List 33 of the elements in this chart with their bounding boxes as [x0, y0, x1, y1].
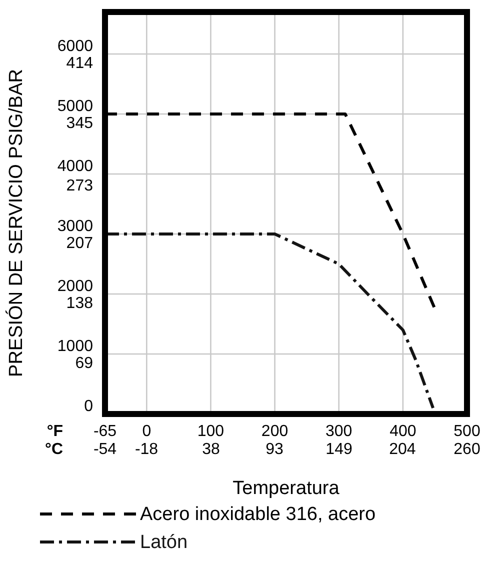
- text: Acero inoxidable 316, acero: [140, 504, 376, 525]
- x2-tick-label: 38: [202, 441, 220, 458]
- y2-tick-label: 345: [66, 114, 94, 132]
- x2-tick-label: 93: [266, 441, 284, 458]
- x-tick-label: 500: [454, 423, 480, 440]
- x-tick-label: 300: [326, 423, 352, 440]
- y-tick-label: 4000: [57, 158, 94, 175]
- x-tick-label: 100: [197, 423, 224, 440]
- y-tick-label: 2000: [57, 278, 94, 295]
- text: Latón: [140, 532, 188, 553]
- y2-tick-label: 273: [66, 177, 94, 194]
- y-tick-label: 0: [84, 398, 94, 415]
- y2-tick-label: 414: [66, 54, 94, 72]
- x2-tick-label: -18: [134, 441, 158, 458]
- text: °F: [46, 423, 64, 440]
- x-tick-label: 200: [261, 423, 288, 440]
- x2-tick-label: 204: [389, 441, 416, 458]
- x2-tick-label: -54: [93, 441, 117, 458]
- y2-tick-label: 69: [75, 354, 94, 372]
- x-axis-title: Temperatura: [232, 478, 340, 499]
- y-tick-label: 6000: [57, 38, 94, 55]
- x-tick-label: 400: [390, 423, 416, 440]
- x2-tick-label: 149: [326, 441, 352, 458]
- y2-tick-label: 138: [66, 294, 94, 312]
- y-tick-label: 3000: [57, 218, 94, 235]
- y-tick-label: 1000: [57, 338, 94, 355]
- x2-tick-label: 260: [454, 441, 480, 458]
- x-tick-label: -65: [93, 423, 117, 440]
- y-axis-title: PRESIÓN DE SERVICIO PSIG/BAR: [5, 69, 27, 377]
- y2-tick-label: 207: [66, 234, 94, 252]
- y-tick-label: 5000: [57, 98, 94, 115]
- x-tick-label: 0: [142, 423, 152, 440]
- text: °C: [45, 441, 64, 458]
